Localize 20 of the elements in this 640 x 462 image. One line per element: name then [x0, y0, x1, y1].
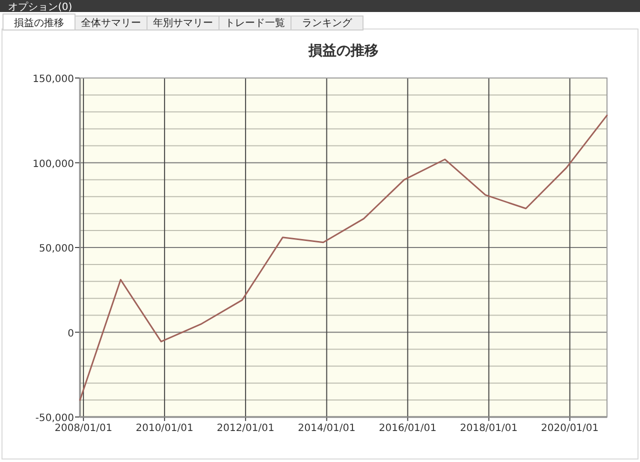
text: トレード一覧 — [225, 18, 285, 29]
x-tick-label: 2010/01/01 — [136, 423, 194, 434]
y-tick-label: 100,000 — [32, 158, 74, 170]
x-tick-label: 2014/01/01 — [298, 423, 356, 434]
text: 年別サマリー — [153, 17, 213, 29]
x-tick-label: 2012/01/01 — [216, 423, 274, 434]
text: 全体サマリー — [81, 17, 141, 29]
x-tick-label: 2008/01/01 — [54, 423, 112, 434]
y-tick-label: 0 — [68, 328, 74, 340]
line-series — [79, 114, 608, 401]
y-tick-label: -50,000 — [35, 413, 74, 424]
y-tick-label: 150,000 — [32, 74, 74, 85]
text: 損益の推移 — [14, 17, 64, 29]
x-tick-label: 2020/01/01 — [541, 423, 599, 434]
x-tick-label: 2016/01/01 — [378, 423, 437, 434]
text: オプション(0) — [8, 1, 72, 13]
chart-title: 損益の推移 — [308, 43, 378, 59]
x-tick-label: 2018/01/01 — [460, 423, 518, 434]
y-tick-label: 50,000 — [39, 244, 74, 254]
text: ランキング — [302, 18, 353, 29]
